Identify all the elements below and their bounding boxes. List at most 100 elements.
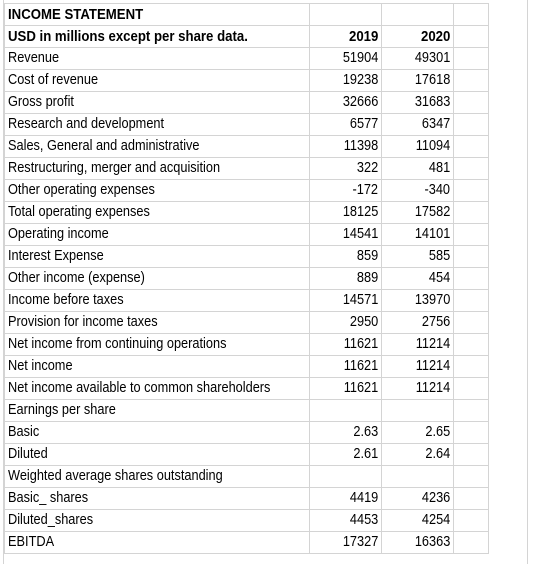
cell-label[interactable]: Net income (3, 355, 311, 378)
cell-2020[interactable]: 11214 (381, 333, 455, 356)
cell-2019[interactable]: 14571 (309, 289, 383, 312)
cell-empty[interactable] (453, 487, 490, 510)
cell-2020[interactable]: 13970 (381, 289, 455, 312)
cell-2019[interactable]: 2.63 (309, 421, 383, 444)
cell-2019[interactable]: 11621 (309, 333, 383, 356)
cell-2019[interactable]: 18125 (309, 201, 383, 224)
cell-empty[interactable] (453, 157, 490, 180)
cell-empty[interactable] (453, 25, 490, 48)
cell-empty[interactable] (453, 223, 490, 246)
cell-empty[interactable] (453, 311, 490, 334)
cell-label[interactable]: Gross profit (3, 91, 311, 114)
cell-empty[interactable] (453, 201, 490, 224)
cell-empty[interactable] (453, 443, 490, 466)
cell-2020[interactable]: 17582 (381, 201, 455, 224)
cell-label[interactable]: Research and development (3, 113, 311, 136)
cell-label[interactable]: Weighted average shares outstanding (3, 465, 311, 488)
cell-2020[interactable]: 11094 (381, 135, 455, 158)
cell-label[interactable]: Total operating expenses (3, 201, 311, 224)
cell-header-2020[interactable]: 2020 (381, 25, 455, 48)
cell-header-label[interactable]: USD in millions except per share data. (3, 25, 311, 48)
cell-2020[interactable]: 14101 (381, 223, 455, 246)
cell-empty[interactable] (309, 3, 383, 26)
cell-label[interactable]: Diluted_shares (3, 509, 311, 532)
cell-2020[interactable] (381, 465, 455, 488)
cell-2019[interactable]: 6577 (309, 113, 383, 136)
cell-2019[interactable]: 4419 (309, 487, 383, 510)
cell-empty[interactable] (453, 509, 490, 532)
cell-2019[interactable]: 322 (309, 157, 383, 180)
cell-2019[interactable]: 2.61 (309, 443, 383, 466)
cell-2019[interactable]: 4453 (309, 509, 383, 532)
cell-2019[interactable]: 14541 (309, 223, 383, 246)
cell-2020[interactable]: 2756 (381, 311, 455, 334)
cell-label[interactable]: Net income from continuing operations (3, 333, 311, 356)
cell-label[interactable]: Other operating expenses (3, 179, 311, 202)
cell-2020[interactable] (381, 399, 455, 422)
cell-empty[interactable] (453, 267, 490, 290)
cell-empty[interactable] (453, 135, 490, 158)
cell-empty[interactable] (453, 355, 490, 378)
cell-2019[interactable]: 19238 (309, 69, 383, 92)
cell-2019[interactable]: 11621 (309, 377, 383, 400)
cell-2020[interactable]: 481 (381, 157, 455, 180)
cell-2020[interactable]: 11214 (381, 377, 455, 400)
cell-2020[interactable]: -340 (381, 179, 455, 202)
cell-empty[interactable] (453, 47, 490, 70)
cell-2020[interactable]: 16363 (381, 531, 455, 554)
cell-header-2019[interactable]: 2019 (309, 25, 383, 48)
cell-label[interactable]: Operating income (3, 223, 311, 246)
cell-label[interactable]: Restructuring, merger and acquisition (3, 157, 311, 180)
cell-empty[interactable] (381, 3, 455, 26)
cell-empty[interactable] (453, 399, 490, 422)
cell-2020[interactable]: 6347 (381, 113, 455, 136)
cell-empty[interactable] (453, 91, 490, 114)
cell-2020[interactable]: 4254 (381, 509, 455, 532)
cell-label[interactable]: Provision for income taxes (3, 311, 311, 334)
cell-empty[interactable] (453, 333, 490, 356)
cell-2020[interactable]: 454 (381, 267, 455, 290)
cell-2019[interactable]: 32666 (309, 91, 383, 114)
cell-2020[interactable]: 2.65 (381, 421, 455, 444)
cell-2019[interactable]: -172 (309, 179, 383, 202)
cell-label[interactable]: Interest Expense (3, 245, 311, 268)
cell-empty[interactable] (453, 245, 490, 268)
cell-2020[interactable]: 4236 (381, 487, 455, 510)
cell-2020[interactable]: 17618 (381, 69, 455, 92)
cell-empty[interactable] (453, 377, 490, 400)
cell-2019[interactable]: 17327 (309, 531, 383, 554)
cell-label[interactable]: Revenue (3, 47, 311, 70)
cell-2019[interactable] (309, 399, 383, 422)
cell-label[interactable]: Diluted (3, 443, 311, 466)
cell-2019[interactable] (309, 465, 383, 488)
cell-2019[interactable]: 11621 (309, 355, 383, 378)
cell-2019[interactable]: 11398 (309, 135, 383, 158)
cell-label[interactable]: Basic (3, 421, 311, 444)
cell-empty[interactable] (453, 465, 490, 488)
cell-empty[interactable] (453, 69, 490, 92)
cell-empty[interactable] (453, 421, 490, 444)
cell-2019[interactable]: 889 (309, 267, 383, 290)
cell-2020[interactable]: 585 (381, 245, 455, 268)
cell-2020[interactable]: 11214 (381, 355, 455, 378)
cell-2019[interactable]: 51904 (309, 47, 383, 70)
cell-label[interactable]: Other income (expense) (3, 267, 311, 290)
cell-label[interactable]: Sales, General and administrative (3, 135, 311, 158)
cell-empty[interactable] (453, 289, 490, 312)
cell-empty[interactable] (453, 531, 490, 554)
cell-empty[interactable] (453, 3, 490, 26)
cell-title[interactable]: INCOME STATEMENT (3, 3, 311, 26)
cell-label[interactable]: Net income available to common sharehold… (3, 377, 311, 400)
cell-2019[interactable]: 859 (309, 245, 383, 268)
cell-label[interactable]: Cost of revenue (3, 69, 311, 92)
cell-2019[interactable]: 2950 (309, 311, 383, 334)
cell-2020[interactable]: 49301 (381, 47, 455, 70)
cell-label[interactable]: Earnings per share (3, 399, 311, 422)
cell-empty[interactable] (453, 113, 490, 136)
cell-label[interactable]: EBITDA (3, 531, 311, 554)
cell-label[interactable]: Income before taxes (3, 289, 311, 312)
cell-2020[interactable]: 2.64 (381, 443, 455, 466)
cell-label[interactable]: Basic_ shares (3, 487, 311, 510)
cell-2020[interactable]: 31683 (381, 91, 455, 114)
cell-empty[interactable] (453, 179, 490, 202)
